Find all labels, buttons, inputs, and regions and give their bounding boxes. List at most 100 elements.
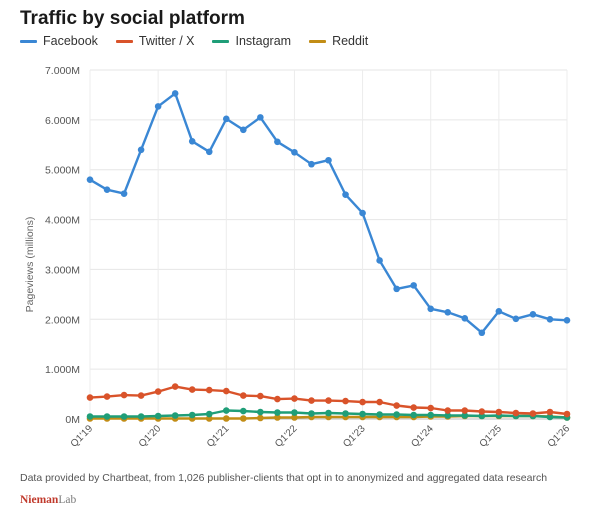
- brand-main: Nieman: [20, 494, 59, 506]
- data-point-instagram[interactable]: [205, 410, 213, 418]
- data-point-facebook[interactable]: [188, 137, 196, 145]
- data-point-twitter-x[interactable]: [171, 383, 179, 390]
- data-point-twitter-x[interactable]: [222, 387, 230, 395]
- data-point-instagram[interactable]: [546, 413, 554, 421]
- data-point-twitter-x[interactable]: [274, 395, 281, 403]
- data-point-facebook[interactable]: [205, 148, 213, 156]
- nieman-lab-logo: NiemanLab: [20, 494, 76, 506]
- data-point-twitter-x[interactable]: [188, 386, 196, 393]
- data-point-facebook[interactable]: [478, 329, 486, 337]
- data-point-facebook[interactable]: [529, 311, 537, 318]
- x-tick-label: Q1'24: [409, 423, 436, 450]
- data-point-instagram[interactable]: [393, 411, 400, 418]
- data-point-facebook[interactable]: [120, 190, 128, 197]
- data-point-instagram[interactable]: [274, 409, 281, 416]
- data-point-facebook[interactable]: [171, 90, 179, 97]
- data-point-twitter-x[interactable]: [495, 408, 503, 416]
- data-point-facebook[interactable]: [274, 138, 281, 146]
- data-point-facebook[interactable]: [240, 126, 247, 134]
- data-point-facebook[interactable]: [563, 316, 571, 324]
- data-point-facebook[interactable]: [325, 156, 332, 164]
- data-point-twitter-x[interactable]: [154, 388, 162, 395]
- legend-item-facebook[interactable]: Facebook: [20, 34, 98, 48]
- data-point-instagram[interactable]: [103, 413, 111, 420]
- data-point-twitter-x[interactable]: [427, 404, 435, 412]
- y-tick-label: 6.000M: [45, 115, 80, 127]
- data-point-facebook[interactable]: [342, 191, 349, 198]
- data-point-twitter-x[interactable]: [376, 398, 383, 406]
- data-point-facebook[interactable]: [393, 285, 400, 293]
- data-point-instagram[interactable]: [291, 409, 298, 416]
- data-point-twitter-x[interactable]: [86, 394, 94, 401]
- data-point-instagram[interactable]: [376, 411, 383, 418]
- data-point-reddit[interactable]: [240, 415, 247, 422]
- data-point-instagram[interactable]: [342, 410, 349, 417]
- legend-item-reddit[interactable]: Reddit: [309, 34, 368, 48]
- legend-item-twitter[interactable]: Twitter / X: [115, 34, 194, 48]
- data-point-twitter-x[interactable]: [240, 392, 247, 399]
- data-point-instagram[interactable]: [325, 409, 332, 417]
- data-point-reddit[interactable]: [222, 415, 230, 422]
- data-point-facebook[interactable]: [257, 114, 264, 121]
- data-point-facebook[interactable]: [512, 315, 520, 323]
- data-point-facebook[interactable]: [546, 315, 554, 323]
- data-point-facebook[interactable]: [86, 176, 94, 183]
- data-point-facebook[interactable]: [427, 305, 435, 313]
- data-point-instagram[interactable]: [86, 413, 94, 420]
- data-point-facebook[interactable]: [103, 186, 111, 193]
- data-point-twitter-x[interactable]: [461, 407, 469, 414]
- data-point-twitter-x[interactable]: [325, 397, 332, 404]
- data-point-facebook[interactable]: [376, 257, 383, 264]
- data-point-facebook[interactable]: [137, 146, 145, 154]
- data-point-twitter-x[interactable]: [359, 398, 366, 406]
- data-point-twitter-x[interactable]: [308, 397, 315, 404]
- data-point-twitter-x[interactable]: [342, 397, 349, 405]
- data-point-instagram[interactable]: [427, 411, 435, 419]
- data-point-instagram[interactable]: [308, 410, 315, 417]
- data-point-reddit[interactable]: [257, 414, 264, 422]
- data-point-instagram[interactable]: [257, 408, 264, 416]
- data-point-twitter-x[interactable]: [257, 392, 264, 400]
- data-point-instagram[interactable]: [171, 412, 179, 419]
- data-point-twitter-x[interactable]: [563, 410, 571, 418]
- data-point-facebook[interactable]: [410, 282, 417, 289]
- data-point-instagram[interactable]: [240, 407, 247, 415]
- data-point-facebook[interactable]: [222, 115, 230, 123]
- data-point-reddit[interactable]: [274, 414, 281, 421]
- data-point-twitter-x[interactable]: [120, 391, 128, 399]
- data-point-instagram[interactable]: [461, 412, 469, 419]
- data-point-twitter-x[interactable]: [137, 392, 145, 399]
- data-point-twitter-x[interactable]: [444, 407, 452, 414]
- data-point-facebook[interactable]: [308, 160, 315, 168]
- data-point-twitter-x[interactable]: [393, 402, 400, 409]
- data-point-facebook[interactable]: [291, 148, 298, 156]
- data-point-instagram[interactable]: [154, 412, 162, 420]
- data-point-instagram[interactable]: [410, 411, 417, 419]
- data-point-facebook[interactable]: [154, 103, 162, 110]
- data-point-twitter-x[interactable]: [546, 408, 554, 416]
- brand-sub: Lab: [58, 494, 77, 506]
- data-point-facebook[interactable]: [461, 314, 469, 322]
- data-point-instagram[interactable]: [359, 410, 366, 418]
- data-point-instagram[interactable]: [444, 412, 452, 419]
- data-point-instagram[interactable]: [188, 411, 196, 419]
- data-point-twitter-x[interactable]: [512, 409, 520, 417]
- data-point-twitter-x[interactable]: [529, 410, 537, 417]
- series-twitter-x: [86, 383, 571, 418]
- axes: Pageviews (millions): [24, 217, 36, 313]
- data-point-instagram[interactable]: [120, 413, 128, 420]
- y-tick-label: 7.000M: [45, 65, 80, 77]
- data-point-twitter-x[interactable]: [291, 395, 298, 402]
- data-point-twitter-x[interactable]: [478, 408, 486, 415]
- data-point-twitter-x[interactable]: [103, 393, 111, 400]
- data-point-twitter-x[interactable]: [410, 404, 417, 411]
- data-point-twitter-x[interactable]: [205, 386, 213, 394]
- data-point-facebook[interactable]: [359, 209, 366, 217]
- data-point-facebook[interactable]: [444, 309, 452, 316]
- data-point-instagram[interactable]: [137, 413, 145, 420]
- legend-item-instagram[interactable]: Instagram: [212, 34, 291, 48]
- data-point-facebook[interactable]: [495, 308, 503, 315]
- data-point-instagram[interactable]: [222, 407, 230, 414]
- data-point-reddit[interactable]: [291, 414, 298, 421]
- legend-label-instagram: Instagram: [235, 34, 292, 48]
